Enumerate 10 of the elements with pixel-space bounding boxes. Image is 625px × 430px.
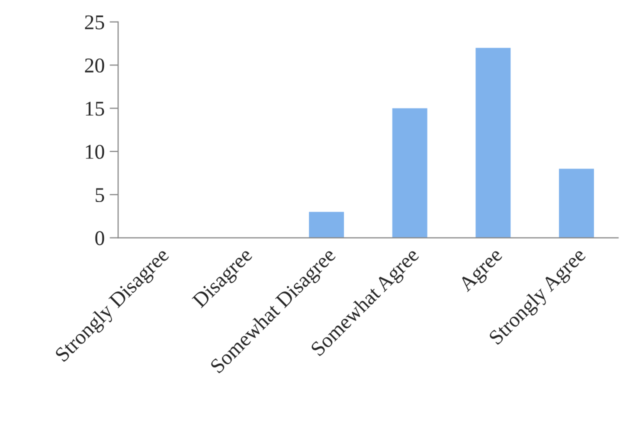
y-tick-label: 0 <box>95 231 104 246</box>
y-tick-label: 20 <box>85 58 104 73</box>
bar <box>476 48 511 238</box>
y-tick-label: 15 <box>86 102 104 116</box>
y-tick-label: 10 <box>86 144 104 159</box>
bar <box>558 168 594 238</box>
y-tick-label: 5 <box>96 188 104 202</box>
bar <box>392 108 428 238</box>
y-tick-label: 25 <box>85 15 104 30</box>
bar <box>308 212 344 238</box>
